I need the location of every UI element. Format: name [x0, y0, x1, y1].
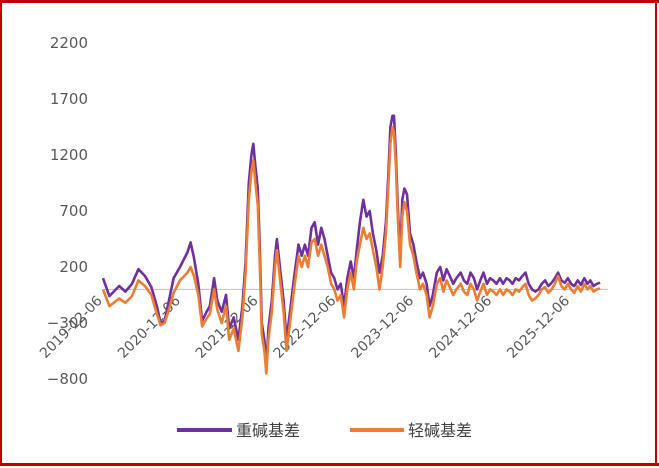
series-lines — [101, 114, 601, 375]
x-tick-label: 2024-12-06 — [426, 293, 495, 362]
frame-left-border — [0, 3, 2, 463]
y-tick-label: 700 — [59, 202, 88, 220]
y-tick-label: 1200 — [50, 146, 88, 164]
frame-bottom-border — [0, 463, 659, 466]
y-tick-label: −800 — [47, 370, 88, 388]
x-tick-label: 2023-12-06 — [348, 293, 417, 362]
y-tick-label: 2200 — [50, 34, 88, 52]
frame-top-border — [0, 0, 659, 3]
legend-label-series-1: 重碱基差 — [236, 421, 300, 440]
y-tick-label: 200 — [59, 258, 88, 276]
legend-label-series-2: 轻碱基差 — [408, 421, 472, 440]
x-tick-label: 2022-12-06 — [271, 293, 340, 362]
y-tick-label: 1700 — [50, 90, 88, 108]
legend: 重碱基差 轻碱基差 — [177, 421, 472, 440]
series-line-2 — [101, 125, 601, 375]
series-line-1 — [101, 114, 601, 370]
frame-right-border — [655, 3, 657, 463]
x-tick-label: 2025-12-06 — [504, 293, 573, 362]
x-axis-ticks: 2019-12-06 2020-12-06 2021-12-06 2022-12-06… — [37, 293, 573, 362]
y-tick-label: −300 — [47, 314, 88, 332]
y-axis-ticks: 2200 1700 1200 700 200 −300 −800 — [47, 34, 88, 388]
